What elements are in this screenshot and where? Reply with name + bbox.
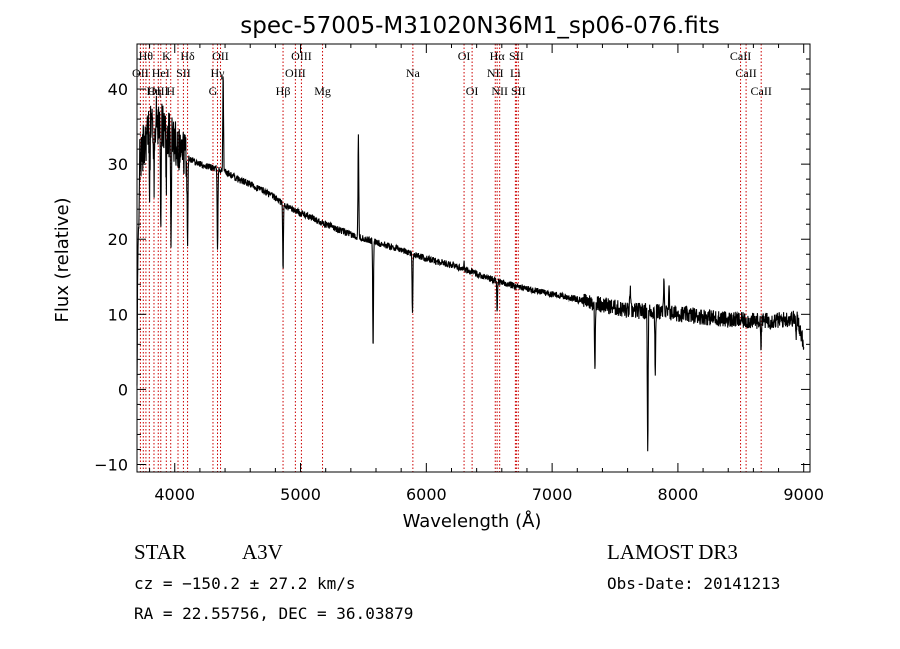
line-label: Hγ (211, 66, 226, 80)
plot-frame (136, 43, 811, 473)
y-axis-ticks: −10 0 10 20 30 40 (94, 58, 810, 474)
line-label: CaII (735, 66, 756, 80)
line-label: OIII (291, 49, 312, 63)
y-axis-label: Flux (relative) (52, 197, 73, 322)
line-label: H (166, 84, 175, 98)
x-tick-label: 4000 (154, 485, 195, 504)
y-tick-label: −10 (94, 455, 128, 474)
survey-name: LAMOST DR3 (607, 540, 738, 564)
line-label: OII (132, 66, 149, 80)
line-label: Hθ (139, 49, 154, 63)
line-label: Hα (490, 49, 506, 63)
line-label: OIII (285, 66, 306, 80)
object-subclass: A3V (242, 540, 283, 564)
line-label: Li (510, 66, 521, 80)
y-tick-label: 10 (108, 305, 128, 324)
line-label: OIII (148, 84, 169, 98)
spectrum-line (136, 76, 805, 452)
line-label: G (209, 84, 218, 98)
x-axis-ticks: 4000 5000 6000 7000 8000 9000 (149, 44, 824, 504)
x-tick-label: 9000 (783, 485, 824, 504)
y-tick-label: 40 (108, 80, 128, 99)
line-label: Hβ (276, 84, 291, 98)
line-label: OI (458, 49, 471, 63)
x-tick-label: 6000 (406, 485, 447, 504)
line-label: Hη (147, 84, 162, 98)
redshift-cz: cz = −150.2 ± 27.2 km/s (134, 574, 356, 593)
line-label: K (162, 49, 171, 63)
line-label: NII (491, 84, 508, 98)
y-tick-label: 30 (108, 155, 128, 174)
y-tick-label: 0 (118, 380, 128, 399)
line-label: SII (511, 84, 526, 98)
y-tick-label: 20 (108, 230, 128, 249)
line-label: CaII (751, 84, 772, 98)
line-label: Na (406, 66, 421, 80)
spectrum-series (136, 76, 805, 452)
chart-title: spec-57005-M31020N36M1_sp06-076.fits (240, 13, 719, 39)
x-tick-label: 7000 (532, 485, 573, 504)
line-label: CaII (730, 49, 751, 63)
line-label: SII (176, 66, 191, 80)
line-label: OII (212, 49, 229, 63)
line-label: NII (487, 66, 504, 80)
line-label: OI (466, 84, 479, 98)
ra-dec-coordinates: RA = 22.55756, DEC = 36.03879 (134, 604, 413, 623)
x-axis-label: Wavelength (Å) (403, 510, 542, 532)
line-label: Mg (314, 84, 331, 98)
object-class: STAR (134, 540, 186, 564)
line-label: HeI (152, 66, 170, 80)
line-label: Hδ (180, 49, 195, 63)
observation-date: Obs-Date: 20141213 (607, 574, 780, 593)
line-label: SII (509, 49, 524, 63)
x-tick-label: 5000 (280, 485, 321, 504)
x-tick-label: 8000 (658, 485, 699, 504)
